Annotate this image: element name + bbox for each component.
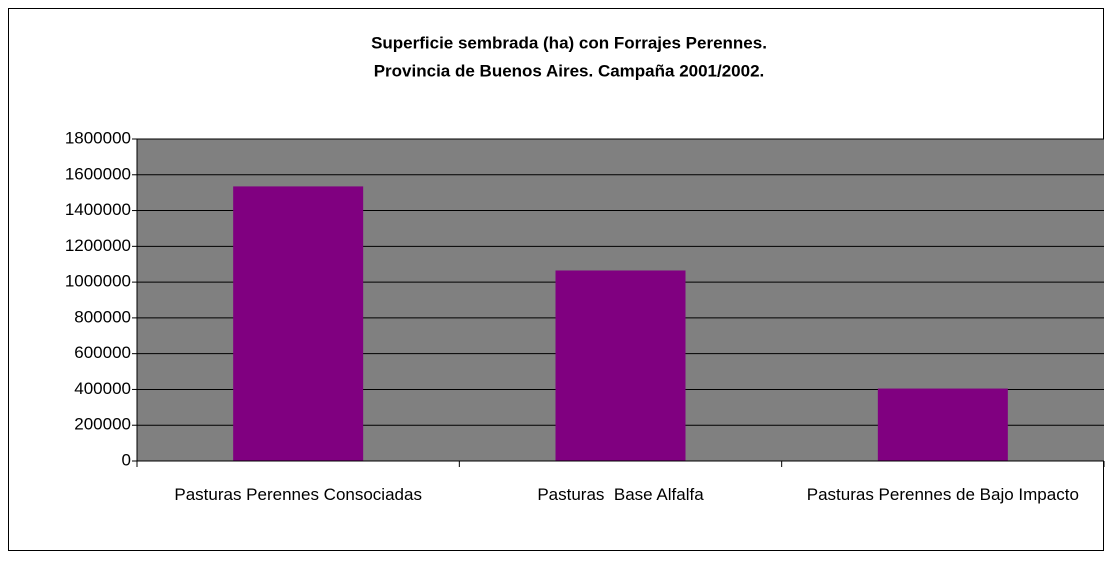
chart-title: Provincia de Buenos Aires. Campaña 2001/… (374, 61, 765, 80)
x-tick-label: Pasturas Perennes Consociadas (174, 485, 422, 504)
bar (555, 270, 686, 461)
y-tick-label: 800000 (74, 307, 131, 326)
x-tick-label: Pasturas Perennes de Bajo Impacto (806, 485, 1079, 504)
y-tick-label: 1200000 (65, 236, 131, 255)
y-tick-label: 1800000 (65, 128, 131, 147)
bar (233, 186, 364, 461)
y-tick-label: 200000 (74, 415, 131, 434)
y-tick-label: 400000 (74, 379, 131, 398)
bar (877, 388, 1008, 461)
y-tick-label: 1600000 (65, 164, 131, 183)
chart-title: Superficie sembrada (ha) con Forrajes Pe… (371, 33, 767, 52)
y-tick-label: 600000 (74, 343, 131, 362)
y-tick-label: 1400000 (65, 200, 131, 219)
y-tick-label: 0 (122, 450, 131, 469)
x-tick-label: Pasturas Base Alfalfa (537, 485, 704, 504)
y-tick-label: 1000000 (65, 272, 131, 291)
